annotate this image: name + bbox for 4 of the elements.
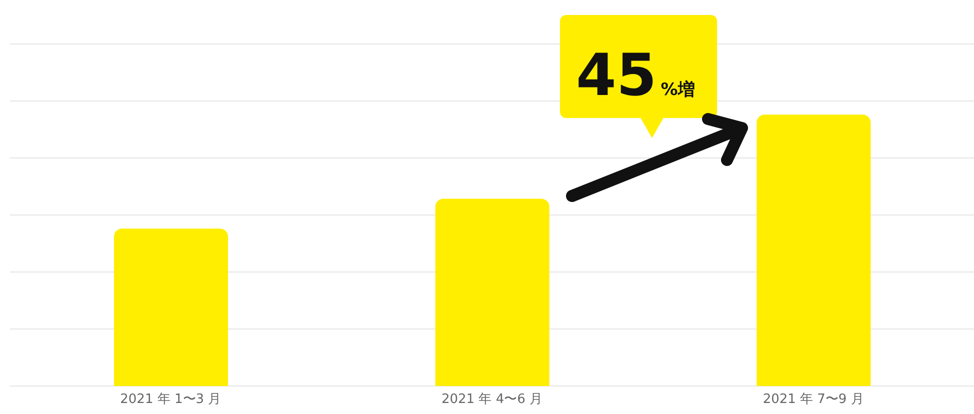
x-tick-label: 2021 年 1〜3 月 (120, 392, 222, 408)
x-tick-label: 2021 年 7〜9 月 (762, 392, 864, 408)
text: 45%増 (576, 41, 695, 109)
x-tick-label: 2021 年 4〜6 月 (441, 392, 543, 408)
